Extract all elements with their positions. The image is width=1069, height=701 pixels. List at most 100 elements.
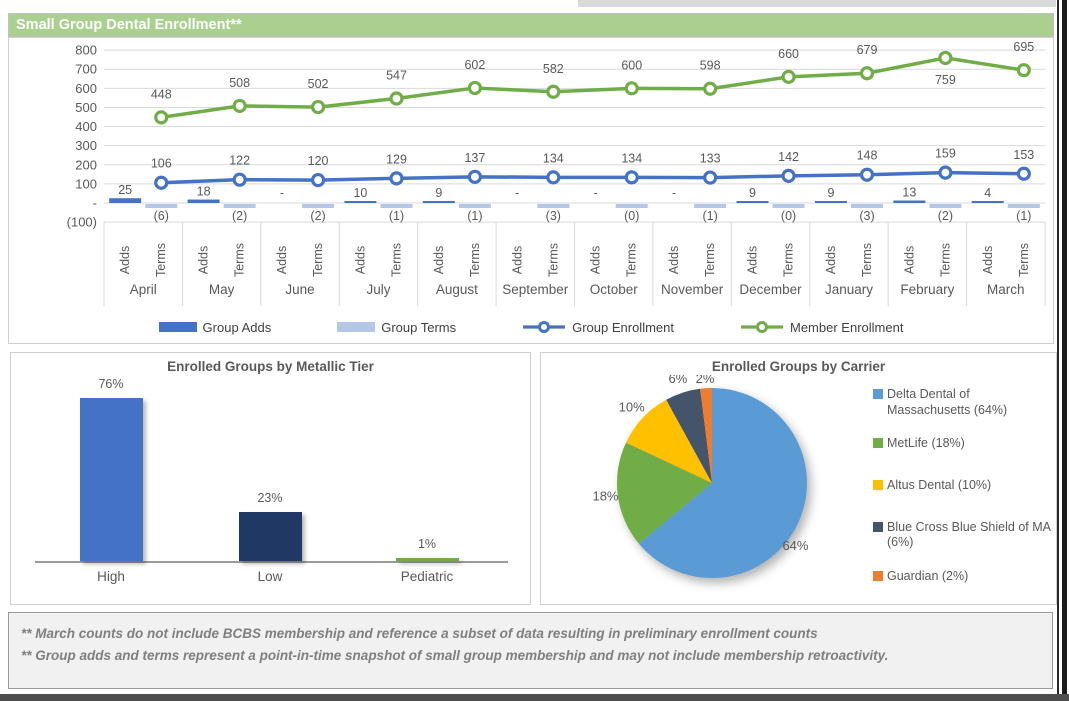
carrier-pie-plot: 64% 18% 10% 6% 2% — [592, 375, 809, 578]
member-enrollment-value: 600 — [621, 58, 642, 72]
group-terms-label: (1) — [467, 209, 482, 223]
group-enrollment-line — [161, 170, 1024, 185]
group-terms-bar — [694, 204, 727, 208]
x-axis-month-label: November — [661, 282, 724, 297]
tier-bar-high — [79, 397, 143, 561]
group-terms-label: (3) — [859, 209, 874, 223]
group-enrollment-marker — [624, 170, 639, 185]
pie-legend-swatch — [873, 521, 883, 532]
member-enrollment-value: 660 — [778, 47, 799, 61]
group-terms-label: (6) — [154, 209, 169, 223]
member-enrollment-marker — [546, 84, 561, 99]
legend-item-group-enrollment: Group Enrollment — [522, 320, 674, 335]
member-enrollment-marker — [859, 66, 875, 81]
tier-value-label: 23% — [257, 490, 283, 505]
group-enrollment-value: 134 — [621, 151, 642, 165]
x-axis-month-label: December — [739, 282, 802, 297]
group-terms-bar — [458, 204, 491, 208]
group-adds-label: 4 — [984, 186, 991, 200]
y-axis-tick: - — [93, 196, 97, 211]
metallic-tier-chart[interactable]: Enrolled Groups by Metallic Tier 76% High… — [10, 352, 531, 605]
group-adds-bar — [736, 201, 769, 203]
enrollment-chart-plot: 800 700 600 500 400 300 200 100 - (100) (6) 25 Adds T… — [67, 40, 1046, 306]
tier-category-label: Pediatric — [400, 569, 454, 584]
pie-legend-label: Blue Cross Blue Shield of MA (6%) — [887, 519, 1051, 550]
enrollment-combo-chart[interactable]: 800 700 600 500 400 300 200 100 - (100) (6) 25 Adds T… — [8, 37, 1054, 344]
group-terms-label: (1) — [703, 209, 718, 223]
group-terms-bar — [380, 204, 413, 208]
pie-slice-2 — [616, 442, 712, 544]
y-axis-tick: 100 — [75, 176, 97, 191]
x-axis-terms-label: Terms — [468, 243, 482, 277]
x-axis-month-label: April — [130, 282, 157, 297]
group-terms-bar — [929, 204, 962, 208]
carrier-title: Enrolled Groups by Carrier — [711, 359, 886, 374]
tier-value-label: 76% — [98, 376, 124, 391]
pie-pct-label: 18% — [592, 488, 618, 503]
group-terms-bar — [1007, 204, 1040, 208]
group-enrollment-value: 134 — [543, 151, 564, 165]
x-axis-terms-label: Terms — [625, 243, 639, 277]
group-adds-label: 10 — [353, 186, 367, 200]
x-axis-adds-label: Adds — [275, 246, 289, 275]
pie-pct-label: 10% — [619, 400, 645, 415]
tier-bar-low — [238, 511, 302, 561]
group-enrollment-marker — [859, 167, 875, 182]
tier-category-label: High — [97, 569, 125, 584]
page-border-right-inner — [1057, 0, 1059, 694]
member-enrollment-marker — [938, 50, 953, 66]
member-enrollment-value: 695 — [1013, 40, 1034, 54]
pie-slice-4 — [666, 388, 712, 483]
group-enrollment-value: 129 — [386, 152, 407, 166]
x-axis-month-label: January — [825, 282, 873, 297]
page-border-right-outer — [1062, 0, 1067, 701]
pie-legend-label: Guardian (2%) — [887, 568, 969, 583]
group-enrollment-marker — [938, 165, 953, 180]
group-enrollment-marker — [310, 172, 326, 188]
group-adds-bar — [344, 201, 377, 203]
group-adds-bar — [109, 198, 142, 203]
tier-x-axis — [35, 561, 508, 563]
group-adds-label: 9 — [749, 186, 756, 200]
member-enrollment-value: 448 — [151, 87, 172, 101]
x-axis-month-label: May — [209, 282, 235, 297]
group-terms-bar — [223, 204, 256, 208]
group-adds-bar — [971, 201, 1004, 203]
pie-pct-label: 64% — [782, 538, 808, 553]
legend-label: Member Enrollment — [790, 319, 904, 335]
x-axis-month-label: August — [436, 282, 478, 297]
member-enrollment-value: 508 — [229, 76, 250, 90]
legend-marker — [756, 321, 768, 333]
dashboard-header: Small Group Dental Enrollment** — [8, 13, 1054, 37]
pie-legend-label: MetLife (18%) — [887, 436, 965, 451]
pie-legend-item: Delta Dental of Massachusetts (64%) — [873, 387, 1051, 418]
group-terms-label: (0) — [781, 209, 796, 223]
group-terms-label: (2) — [310, 209, 325, 223]
carrier-pie-chart[interactable]: Enrolled Groups by Carrier 64% 18% 10% 6% 2%… — [540, 352, 1057, 605]
group-terms-bar — [302, 204, 335, 208]
group-adds-label: 9 — [435, 186, 442, 200]
member-enrollment-marker — [781, 69, 796, 84]
pie-slice-1 — [638, 388, 807, 578]
group-enrollment-value: 137 — [464, 151, 485, 165]
pie-slice-3 — [626, 399, 712, 483]
tier-bar-pediatric — [395, 558, 459, 561]
group-terms-label: (3) — [546, 209, 561, 223]
legend-item-group-adds: Group Adds — [158, 319, 272, 335]
member-enrollment-value: 582 — [543, 62, 564, 76]
x-axis-terms-label: Terms — [1017, 243, 1031, 277]
y-axis-tick: 600 — [75, 81, 97, 96]
group-adds-label: 18 — [197, 185, 211, 199]
group-adds-label: - — [594, 186, 598, 200]
group-terms-label: (2) — [232, 209, 247, 223]
group-enrollment-value: 120 — [308, 154, 329, 168]
x-axis-terms-label: Terms — [703, 243, 717, 277]
x-axis-adds-label: Adds — [197, 246, 211, 275]
legend-label: Group Adds — [202, 319, 272, 335]
group-adds-bar — [814, 201, 847, 203]
group-enrollment-value: 142 — [778, 150, 799, 164]
metallic-tier-title: Enrolled Groups by Metallic Tier — [167, 359, 374, 374]
group-enrollment-marker — [389, 171, 404, 186]
y-axis-tick: 400 — [75, 119, 97, 134]
